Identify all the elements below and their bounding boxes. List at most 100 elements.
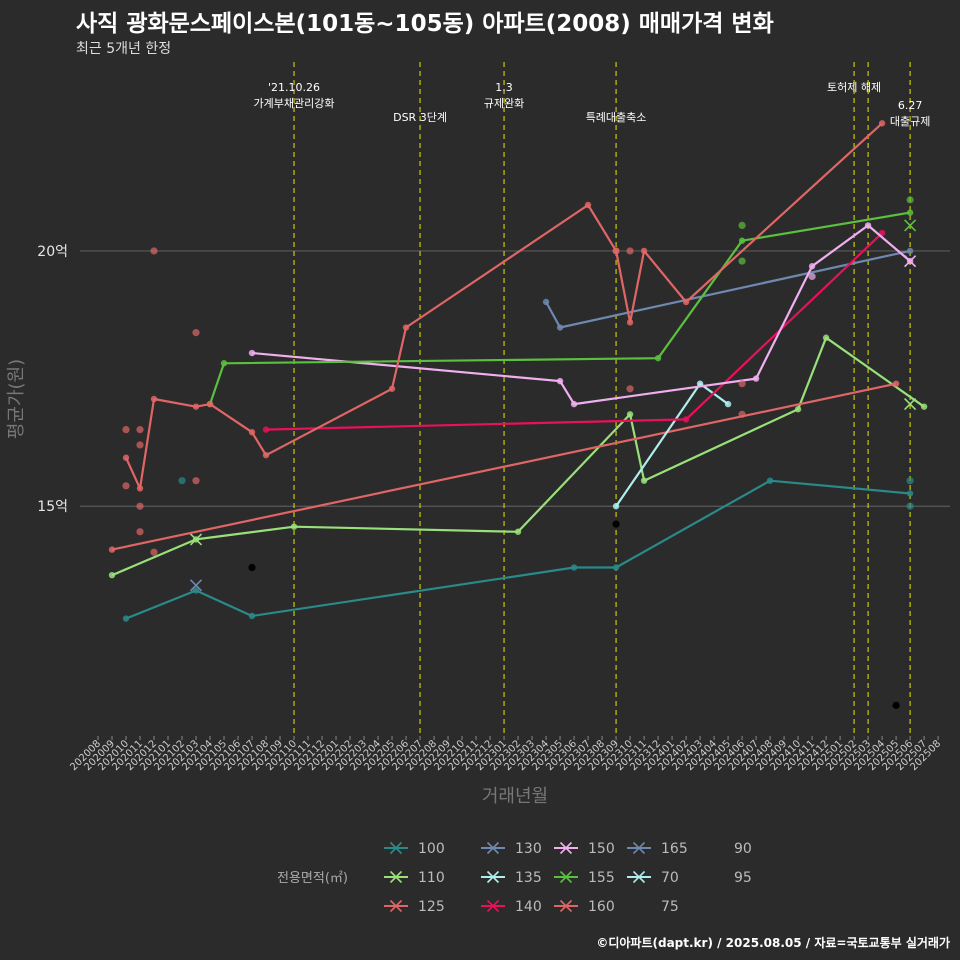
event-label-line: 1.3: [495, 81, 513, 94]
cross-marker-110: [189, 533, 203, 546]
event-label-line: 특례대출축소: [586, 111, 647, 124]
scatter-point-160: [122, 426, 130, 434]
y-axis-title: 평균가(원): [6, 359, 27, 439]
legend-label: 130: [515, 841, 542, 857]
legend-label: 75: [661, 899, 679, 915]
series-point-160: [262, 451, 270, 459]
series-point-100: [192, 587, 200, 594]
legend-label: 140: [515, 899, 542, 915]
series-line-125: [111, 382, 897, 551]
series-point-150: [864, 222, 872, 229]
scatter-point-100: [178, 477, 186, 485]
series-point-155: [738, 237, 746, 244]
event-label-line: 규제완화: [484, 97, 524, 110]
series-point-100: [248, 612, 256, 620]
legend-key-cross: [486, 870, 500, 884]
series-point-100: [612, 564, 620, 571]
legend-label: 95: [734, 870, 752, 886]
series-point-160: [640, 247, 648, 255]
series-point-160: [136, 485, 144, 492]
scatter-point-155: [738, 257, 746, 265]
series-point-110: [920, 403, 928, 410]
series-line-155: [208, 211, 911, 405]
series-point-160: [206, 400, 214, 408]
event-label: 특례대출축소: [586, 111, 647, 124]
legend-key-cross: [486, 841, 500, 855]
series-point-100: [122, 615, 130, 622]
cross-marker-165: [189, 579, 203, 592]
scatter-point-160: [612, 247, 620, 255]
cross-marker-150: [904, 255, 917, 268]
legend-label: 70: [661, 870, 679, 886]
legend-label: 135: [515, 870, 542, 886]
series-point-160: [248, 428, 256, 436]
cross-marker-110: [904, 398, 917, 411]
legend-key-cross: [389, 841, 403, 855]
scatter-point-160: [136, 426, 144, 434]
series-point-155: [220, 360, 228, 367]
scatter-point-160: [122, 482, 130, 490]
legend-label: 125: [418, 899, 445, 915]
y-tick-label: 20억: [37, 244, 68, 260]
series-point-160: [388, 385, 396, 392]
series-point-160: [878, 120, 886, 127]
series-point-110: [822, 334, 830, 341]
event-label: '21.10.26 가계부채관리강화: [254, 81, 335, 110]
event-label-line: DSR 3단계: [393, 111, 447, 124]
scatter-point-75: [612, 520, 620, 528]
scatter-point-160: [738, 410, 746, 418]
legend-key-cross: [559, 841, 573, 855]
legend-key-cross: [559, 899, 573, 913]
scatter-point-160: [136, 502, 144, 510]
legend-label: 90: [734, 841, 752, 857]
legend-key-cross: [389, 899, 403, 913]
legend-label: 155: [588, 870, 615, 886]
series-point-100: [766, 477, 774, 484]
scatter-point-160: [626, 385, 634, 393]
scatter-point-155: [906, 196, 914, 204]
scatter-point-125: [192, 477, 200, 485]
scatter-point-100: [906, 502, 914, 510]
series-point-110: [626, 411, 634, 418]
series-point-110: [290, 523, 298, 530]
series-point-150: [556, 377, 564, 385]
event-label-line: 6.27: [898, 99, 923, 112]
series-point-160: [584, 201, 592, 209]
scatter-point-155: [738, 221, 746, 229]
series-point-100: [570, 564, 578, 571]
event-label: 토허제 해제: [827, 80, 881, 94]
series-point-125: [108, 546, 116, 553]
series-point-125: [892, 380, 900, 387]
series-point-135: [724, 400, 732, 408]
y-tick-label: 15억: [37, 499, 68, 515]
legend-key-cross: [632, 841, 646, 855]
series-point-160: [682, 298, 690, 306]
event-label: DSR 3단계: [393, 111, 447, 124]
event-label-line: 토허제 해제: [827, 80, 881, 94]
series-line-135: [615, 382, 729, 507]
scatter-point-160: [738, 380, 746, 388]
scatter-point-160: [626, 247, 634, 255]
series-line-100: [125, 479, 911, 620]
series-point-160: [192, 403, 200, 410]
legend-key-cross: [559, 870, 573, 884]
series-point-140: [682, 416, 690, 423]
scatter-point-160: [192, 329, 200, 337]
legend-label: 110: [418, 870, 445, 886]
scatter-point-160: [136, 441, 144, 449]
series-point-130: [542, 298, 550, 306]
scatter-point-75: [892, 701, 900, 709]
series-point-140: [262, 426, 270, 433]
scatter-point-75: [248, 563, 256, 572]
series-point-130: [906, 247, 914, 255]
series-point-100: [906, 490, 914, 497]
series-point-155: [654, 354, 662, 362]
series-point-150: [752, 375, 760, 382]
event-label-line: '21.10.26: [268, 81, 320, 94]
series-point-160: [122, 454, 130, 461]
series-point-135: [612, 503, 620, 510]
legend-key-cross: [632, 870, 646, 884]
series-point-110: [514, 528, 522, 535]
scatter-point-160: [136, 528, 144, 536]
